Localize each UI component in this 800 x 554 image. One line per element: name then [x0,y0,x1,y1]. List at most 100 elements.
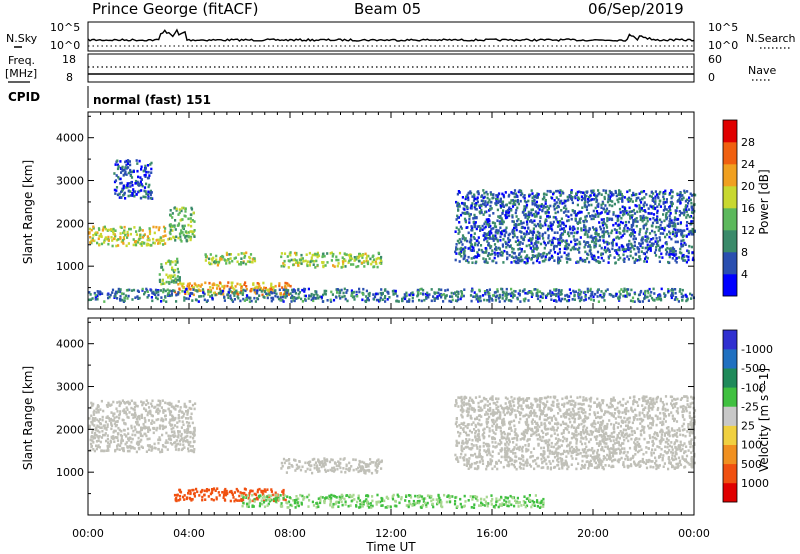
velocity-cell [113,429,116,433]
power-cell [640,216,643,219]
velocity-cell [106,425,109,428]
velocity-cell [524,505,527,509]
power-cell [219,257,222,260]
power-cell [93,291,96,295]
power-cell [335,296,338,299]
power-cell [659,218,662,222]
power-cell [170,292,173,296]
power-cell [559,241,562,245]
power-cell [221,285,224,288]
velocity-cell [469,495,472,498]
power-cell [571,246,575,250]
power-cell [496,252,499,255]
power-cell [628,247,631,251]
power-cell [635,217,638,220]
power-cell [564,210,567,213]
power-cell [143,242,146,245]
power-cell [580,296,583,299]
power-cell [621,244,624,248]
power-cell [501,192,504,196]
velocity-cell [273,497,276,501]
power-cell [635,192,638,196]
power-cell [617,258,620,261]
power-cell [575,261,578,264]
power-cell [190,292,193,295]
velocity-cell [159,399,162,403]
power-cell [643,209,646,212]
power-cell [475,260,478,264]
power-cell [282,288,285,291]
power-cell [641,300,644,303]
power-cell [515,208,518,212]
power-cell [479,227,482,230]
power-cell [184,236,187,239]
velocity-cell [106,405,109,408]
power-cell [569,194,573,198]
power-cell [562,227,566,230]
power-cell [125,167,128,170]
power-cell [497,229,500,232]
power-cell [499,226,502,230]
power-colorbar-tick: 16 [741,202,755,215]
power-cell [536,256,539,259]
power-cell [668,205,672,208]
power-cell [638,233,641,236]
power-cell [381,298,384,301]
power-cell [526,215,529,218]
velocity-cell [476,499,479,502]
velocity-cell [157,438,160,442]
velocity-cell [211,488,214,492]
noise-tick-right-bottom: 10^0 [708,39,738,52]
power-cell [349,255,352,258]
power-cell [590,253,593,257]
velocity-cell [279,494,282,497]
velocity-cell [201,498,204,502]
power-cell [676,200,679,203]
power-cell [576,242,579,246]
power-cell [199,285,202,288]
power-cell [454,250,457,254]
power-cell [380,262,383,265]
power-cell [435,296,438,300]
power-cell [131,192,134,195]
power-cell [491,252,494,256]
power-cell [372,293,375,296]
velocity-cell [110,436,113,440]
power-cell [593,228,596,231]
power-cell [270,299,273,303]
power-cell [461,234,465,237]
power-cell [613,249,617,252]
velocity-cell [430,499,433,503]
power-cell [547,224,550,228]
power-cell [489,204,492,208]
power-cell [536,288,539,292]
power-cell [270,284,273,288]
power-cell [659,297,662,301]
power-cell [558,251,561,254]
power-cell [580,191,583,194]
velocity-cell [194,402,197,405]
power-cell [601,200,604,204]
velocity-cell [188,424,191,428]
velocity-cell [330,496,333,500]
power-cell [140,242,143,246]
power-cell [426,294,429,297]
velocity-cell [181,495,185,499]
power-cell [484,251,487,254]
power-cell [572,227,575,231]
power-cell [449,295,452,298]
power-cell [532,230,535,233]
power-cell [628,196,631,200]
power-cell [691,233,694,236]
power-cell [658,260,661,263]
power-cell [670,200,673,204]
velocity-cell [170,430,174,434]
power-cell [522,221,525,225]
power-cell [473,213,476,217]
power-cell [579,256,582,260]
power-cell [295,251,298,255]
velocity-cell [94,428,98,432]
power-cell [536,230,539,234]
power-cell [174,228,177,231]
power-cell [162,288,165,292]
